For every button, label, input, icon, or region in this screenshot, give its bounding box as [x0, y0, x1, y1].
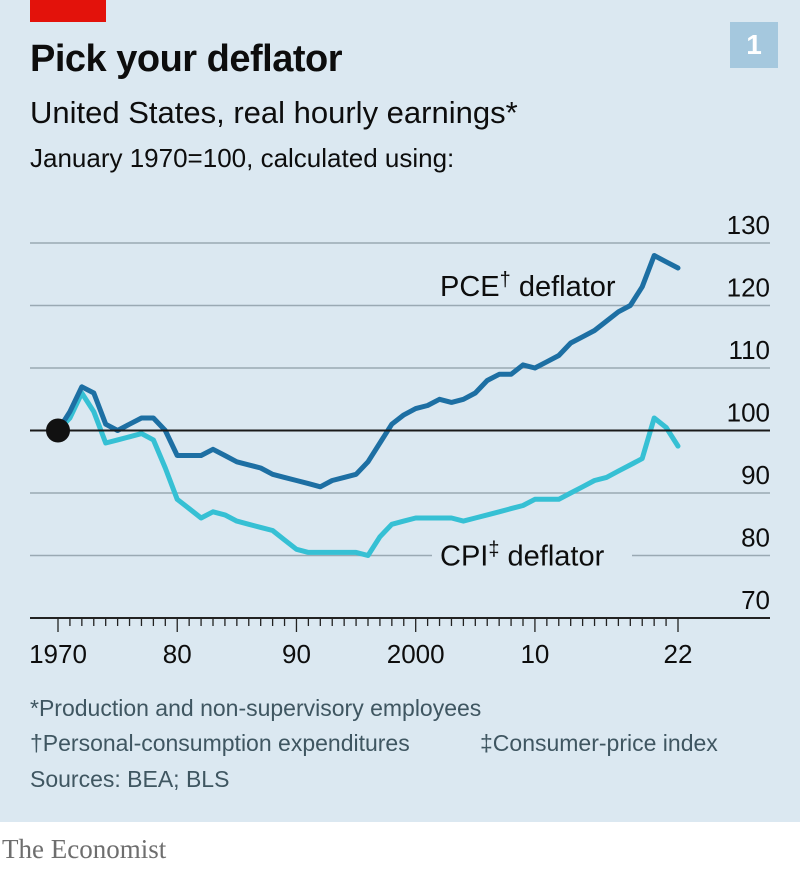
start-marker-dot [46, 418, 70, 443]
line-chart: 130 120 110 100 90 80 70 1970 80 90 2000 10 22 PCE† d… [29, 210, 770, 669]
cpi-series-label: CPI‡ deflator [440, 539, 605, 573]
x-tick-label: 90 [282, 639, 311, 669]
x-tick-label: 2000 [387, 639, 445, 669]
y-tick-label: 130 [727, 210, 770, 240]
x-tick-label: 10 [520, 639, 549, 669]
pce-series-line [55, 253, 681, 490]
y-tick-label: 80 [741, 523, 770, 553]
chart-units-note: January 1970=100, calculated using: [30, 143, 455, 173]
y-tick-label: 100 [727, 398, 770, 428]
chart-number-badge: 1 [730, 22, 778, 68]
cpi-label-backdrop [432, 535, 632, 576]
chart-title: Pick your deflator [30, 38, 342, 80]
y-tick-label: 120 [727, 273, 770, 303]
footnote-production: *Production and non-supervisory employee… [30, 695, 482, 721]
brand-red-tag [30, 0, 106, 22]
footnote-cpi: ‡Consumer-price index [480, 730, 718, 756]
pce-series-label: PCE† deflator [440, 269, 616, 303]
x-tick-label: 22 [664, 639, 693, 669]
economist-logo-text: The Economist [2, 834, 167, 864]
chart-panel [0, 0, 800, 822]
y-tick-label: 90 [741, 460, 770, 490]
y-tick-label: 110 [729, 335, 770, 365]
chart-subtitle: United States, real hourly earnings* [30, 95, 518, 130]
y-tick-label: 70 [741, 585, 770, 615]
footnote-pce: †Personal-consumption expenditures [30, 730, 410, 756]
x-tick-label: 80 [163, 639, 192, 669]
sources-note: Sources: BEA; BLS [30, 766, 230, 792]
x-tick-label: 1970 [29, 639, 87, 669]
cpi-series-line [55, 390, 681, 558]
